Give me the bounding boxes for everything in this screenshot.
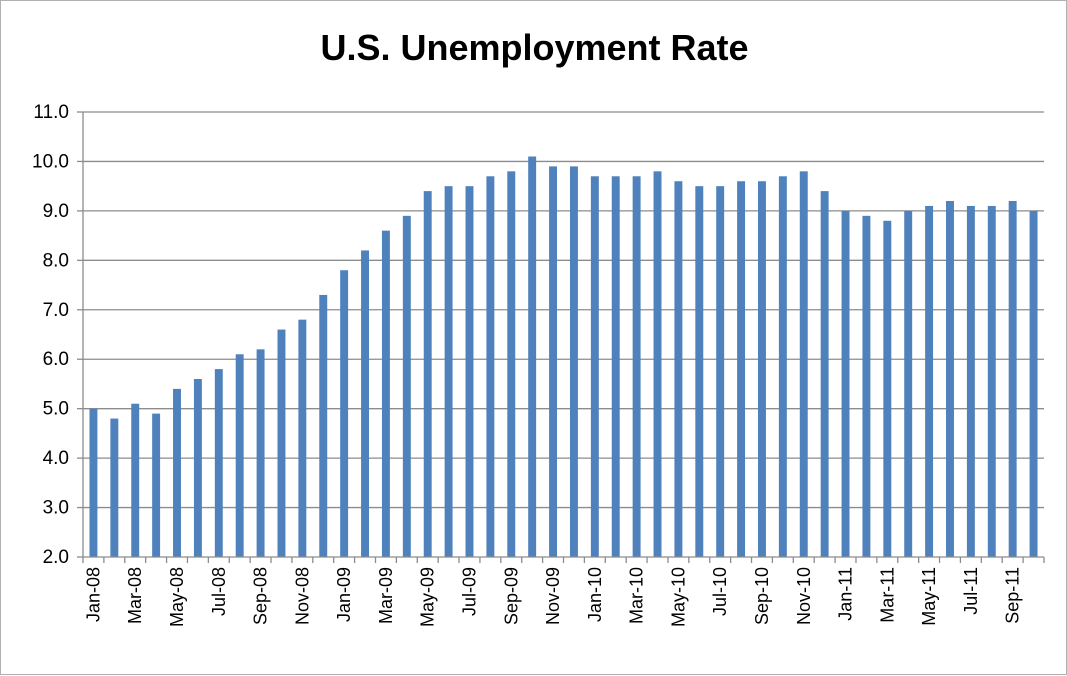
axes xyxy=(82,112,1045,563)
y-tick-label: 11.0 xyxy=(33,102,69,123)
y-tick-label: 4.0 xyxy=(43,448,69,469)
x-tick-labels: Jan-08 Mar-08 May-08 Jul-08 Sep-08 Nov-08 Jan-… xyxy=(83,567,1022,627)
y-tick-label: 5.0 xyxy=(43,399,69,420)
bar xyxy=(402,215,411,558)
x-tick-label: Nov-09 xyxy=(543,567,563,625)
bar xyxy=(298,319,307,557)
bar xyxy=(778,176,787,557)
bar xyxy=(486,176,495,557)
bar xyxy=(820,191,829,557)
bar xyxy=(841,210,850,557)
x-tick-label: Sep-09 xyxy=(501,567,521,625)
bar xyxy=(507,171,516,558)
y-tick-label: 2.0 xyxy=(43,547,69,568)
y-tick-label: 9.0 xyxy=(43,201,69,222)
bar xyxy=(904,210,913,557)
bar xyxy=(235,354,244,557)
x-tick-label: May-10 xyxy=(668,567,688,627)
chart-title: U.S. Unemployment Rate xyxy=(320,27,749,68)
bars xyxy=(89,156,1038,558)
bar xyxy=(653,171,662,558)
x-tick-label: May-09 xyxy=(418,567,438,627)
x-tick-label: Jul-08 xyxy=(209,567,229,616)
bar xyxy=(632,176,641,557)
x-tick-label: Jul-10 xyxy=(710,567,730,616)
bar xyxy=(1029,210,1038,557)
bar xyxy=(590,176,599,557)
y-tick-labels: 2.0 3.0 4.0 5.0 6.0 7.0 8.0 9.0 10.0 11.0 xyxy=(32,102,69,568)
bar xyxy=(883,220,892,557)
bar xyxy=(256,349,265,557)
x-tick-label: Mar-08 xyxy=(125,567,145,624)
bar xyxy=(131,403,140,557)
y-tick-label: 8.0 xyxy=(43,250,69,271)
x-tick-label: May-11 xyxy=(919,567,939,626)
bar xyxy=(340,270,349,557)
x-tick-label: Mar-10 xyxy=(627,567,647,624)
bar xyxy=(173,388,181,557)
bar xyxy=(569,166,578,557)
bar xyxy=(925,205,934,557)
bar xyxy=(757,181,766,557)
bar xyxy=(89,408,98,557)
bar xyxy=(444,186,453,557)
bar xyxy=(862,215,871,558)
bar xyxy=(987,205,996,557)
bar xyxy=(361,250,370,557)
x-tick-label: Mar-09 xyxy=(376,567,396,624)
x-tick-label: Jul-11 xyxy=(961,567,981,615)
x-tick-label: Jan-10 xyxy=(585,567,605,622)
bar xyxy=(716,186,725,557)
bar xyxy=(737,181,746,557)
x-tick-label: May-08 xyxy=(167,567,187,627)
bar xyxy=(799,171,808,558)
x-tick-label: Sep-10 xyxy=(752,567,772,625)
bar xyxy=(193,379,202,557)
x-tick-label: Nov-10 xyxy=(794,567,814,625)
bar xyxy=(611,176,620,557)
x-tick-label: Mar-11 xyxy=(877,567,897,623)
bar xyxy=(214,369,223,557)
bar xyxy=(674,181,683,557)
x-tick-label: Jan-08 xyxy=(83,567,103,622)
x-tick-label: Nov-08 xyxy=(292,567,312,625)
y-tick-label: 6.0 xyxy=(43,349,69,370)
bar xyxy=(319,294,328,557)
bar xyxy=(528,156,537,557)
x-tick-label: Sep-08 xyxy=(251,567,271,625)
y-tick-label: 7.0 xyxy=(43,300,69,321)
bar xyxy=(966,205,975,557)
bar xyxy=(465,186,474,557)
bar xyxy=(946,201,954,557)
bar xyxy=(277,329,286,557)
bar xyxy=(423,191,432,557)
bar xyxy=(152,413,161,557)
bar xyxy=(1008,201,1017,557)
bar xyxy=(381,230,390,557)
x-tick-label: Jan-09 xyxy=(334,567,354,622)
x-tick-label: Jul-09 xyxy=(459,567,479,616)
bar xyxy=(110,418,119,557)
y-tick-label: 3.0 xyxy=(43,498,69,519)
x-tick-label: Sep-11 xyxy=(1003,567,1023,624)
bar xyxy=(695,186,704,557)
y-tick-label: 10.0 xyxy=(32,151,69,172)
bar xyxy=(549,166,558,557)
x-tick-label: Jan-11 xyxy=(836,567,856,621)
